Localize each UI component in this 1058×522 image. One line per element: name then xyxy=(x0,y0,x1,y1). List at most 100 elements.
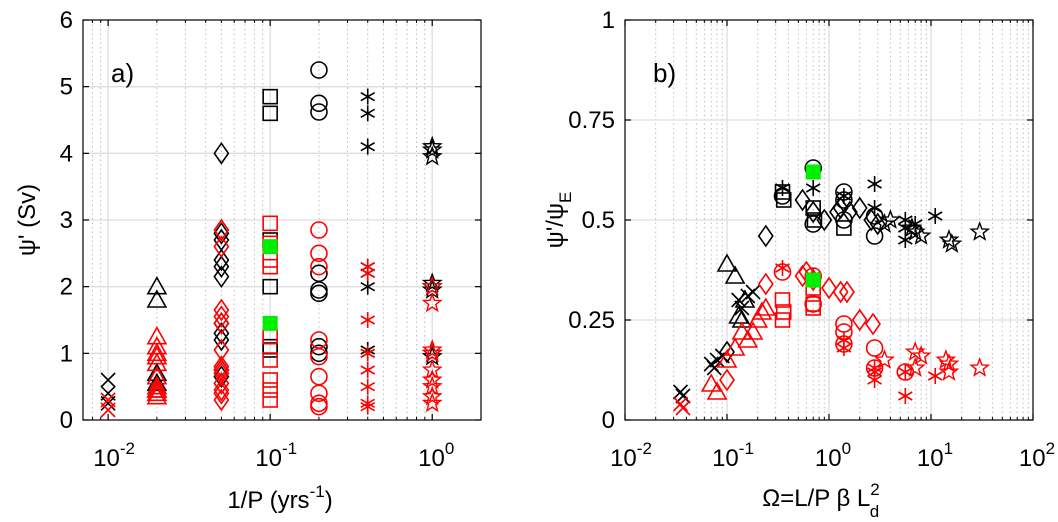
data-point-asterisk xyxy=(360,398,376,415)
data-point-diamond xyxy=(213,378,230,402)
series-asterisk-13 xyxy=(775,260,943,404)
data-point-star xyxy=(941,233,963,253)
data-point-asterisk xyxy=(836,340,852,356)
data-point-diamond xyxy=(213,328,230,352)
x-tick-label: 10-2 xyxy=(93,439,135,472)
data-point-star xyxy=(421,275,443,296)
data-point-diamond xyxy=(757,224,774,248)
data-point-diamond xyxy=(213,265,230,289)
series-star-7 xyxy=(874,209,991,253)
data-point-diamond xyxy=(213,381,230,405)
data-point-asterisk xyxy=(360,345,376,362)
data-point-diamond xyxy=(213,321,230,345)
data-point-diamond xyxy=(213,248,230,272)
data-point-diamond xyxy=(821,276,837,300)
data-point-diamond xyxy=(816,208,833,232)
data-point-x xyxy=(734,300,750,316)
data-point-star xyxy=(421,145,443,166)
data-point-star xyxy=(879,209,901,229)
data-point-circle xyxy=(804,295,823,313)
data-point-triangle xyxy=(146,346,168,365)
y-tick-label: 5 xyxy=(60,74,73,101)
data-point-circle xyxy=(310,244,328,263)
data-point-diamond xyxy=(719,340,735,364)
x-tick-label: 100 xyxy=(815,439,851,472)
data-point-triangle xyxy=(751,301,773,320)
data-point-triangle xyxy=(146,376,168,395)
x-axis-label-b: Ω=L/P β L2 d xyxy=(762,480,880,521)
data-point-asterisk xyxy=(927,208,943,224)
data-point-square xyxy=(774,292,791,308)
data-point-x xyxy=(675,400,691,416)
data-point-square xyxy=(836,220,852,236)
data-point-square xyxy=(262,392,278,408)
data-point-diamond xyxy=(213,218,230,242)
data-point-star xyxy=(421,375,443,396)
data-point-asterisk xyxy=(927,368,943,384)
series-triangle-1 xyxy=(716,253,756,328)
data-point-x xyxy=(100,395,116,411)
data-point-star xyxy=(421,342,443,363)
data-point-star xyxy=(421,139,443,159)
data-point-x xyxy=(672,396,689,412)
data-point-diamond xyxy=(213,371,230,395)
data-point-triangle xyxy=(146,386,168,405)
y-tick-label: 3 xyxy=(60,207,73,234)
data-point-star xyxy=(904,357,926,377)
data-point-diamond xyxy=(213,305,230,329)
data-point-filled-square xyxy=(805,164,821,180)
y-tick-label: 0 xyxy=(602,407,615,434)
y-tick-label: 4 xyxy=(60,140,73,167)
data-point-square xyxy=(805,200,822,216)
data-point-triangle xyxy=(755,297,777,316)
data-point-star xyxy=(421,359,443,379)
series-filled-square-15 xyxy=(805,164,821,288)
y-axis-label-b: ψ'/ψE xyxy=(542,192,575,249)
data-point-square xyxy=(262,88,278,105)
data-point-star xyxy=(421,135,443,156)
data-point-star xyxy=(901,217,923,237)
data-point-triangle xyxy=(716,349,738,368)
data-point-triangle xyxy=(731,309,753,328)
data-point-asterisk xyxy=(867,176,882,192)
x-tick-label: 10-2 xyxy=(610,439,652,472)
data-point-diamond xyxy=(213,221,230,245)
data-point-diamond xyxy=(851,196,868,220)
data-point-diamond xyxy=(213,388,230,412)
data-point-square xyxy=(262,372,278,388)
data-point-circle xyxy=(310,337,328,356)
x-tick-label: 101 xyxy=(917,439,953,472)
data-point-triangle xyxy=(706,381,728,400)
data-point-triangle xyxy=(146,289,168,308)
series-asterisk-12 xyxy=(360,258,376,415)
data-point-asterisk xyxy=(867,200,882,216)
series-triangle-9 xyxy=(700,297,777,400)
data-point-diamond xyxy=(838,280,855,304)
data-point-circle xyxy=(835,211,853,229)
x-tick-label: 102 xyxy=(1019,439,1055,472)
data-point-triangle xyxy=(742,321,764,340)
data-point-triangle xyxy=(146,372,168,392)
series-x-0 xyxy=(100,372,116,411)
data-point-x xyxy=(731,292,747,308)
data-point-asterisk xyxy=(775,180,790,196)
data-point-circle xyxy=(310,284,328,303)
y-tick-label: 6 xyxy=(60,7,73,34)
data-point-circle xyxy=(804,215,823,233)
data-point-star xyxy=(969,221,991,241)
data-point-diamond xyxy=(757,272,774,296)
series-star-13 xyxy=(421,275,443,413)
data-point-triangle xyxy=(146,382,168,402)
data-point-asterisk xyxy=(360,278,376,295)
data-point-diamond xyxy=(213,235,230,259)
data-point-triangle xyxy=(146,276,168,295)
data-point-circle xyxy=(865,339,884,357)
data-point-asterisk xyxy=(897,388,913,404)
data-point-asterisk xyxy=(805,180,821,196)
data-point-asterisk xyxy=(360,138,376,155)
y-axis-label-a: ψ' (Sv) xyxy=(14,184,41,256)
x-tick-label: 100 xyxy=(418,439,454,472)
data-point-star xyxy=(421,369,443,389)
data-point-x xyxy=(100,372,116,388)
